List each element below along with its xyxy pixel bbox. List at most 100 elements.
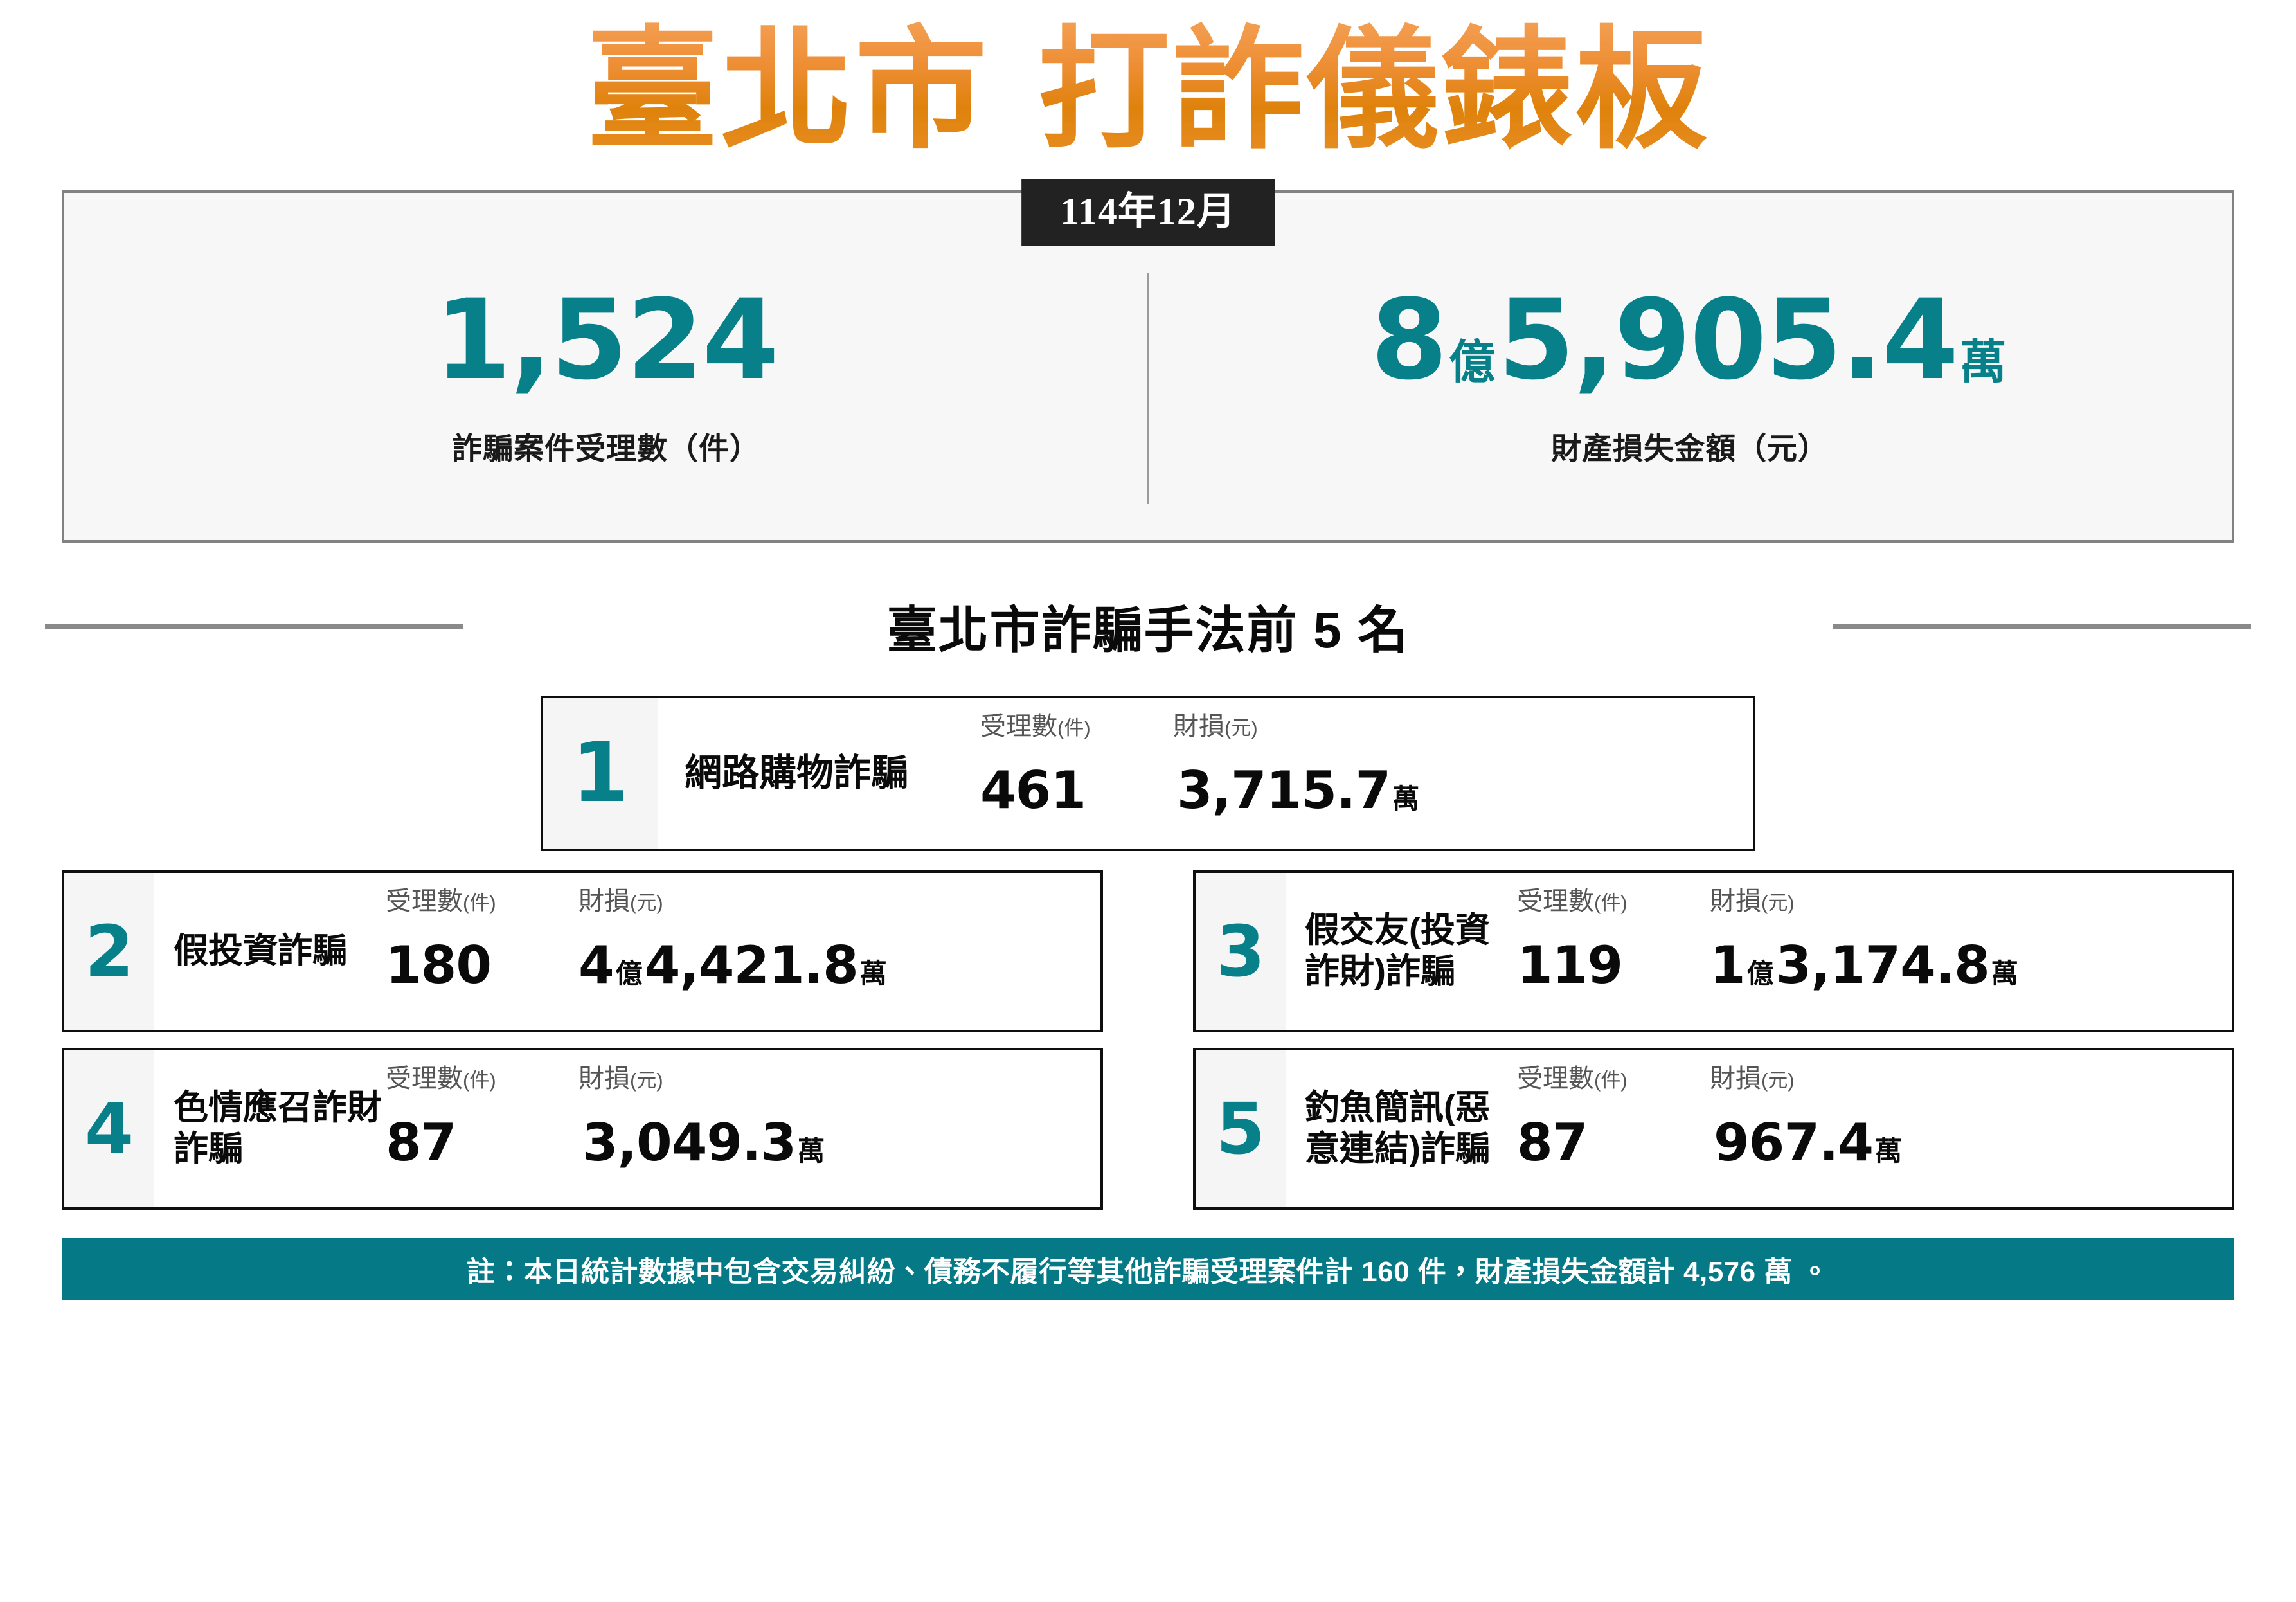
metric-loss-value: 3,049.3 萬 — [578, 1117, 1086, 1169]
rank-number: 3 — [1215, 910, 1266, 993]
metric-cases-label-unit: (件) — [1594, 1069, 1628, 1092]
metric-cases-value: 87 — [1517, 1117, 1710, 1169]
metric-cases-number: 87 — [386, 1113, 456, 1173]
ranking-list: 1 網路購物詐騙 受理數(件) 461 財損(元) 3,715.7 萬 — [62, 696, 2234, 1210]
metric-cases-label-text: 受理數 — [386, 887, 463, 915]
kpi-loss-caption: 財產損失金額（元） — [1551, 431, 1829, 465]
metric-loss: 財損(元) 3,049.3 萬 — [578, 1050, 1086, 1207]
metric-loss-wan-number: 3,715.7 — [1177, 760, 1391, 820]
rank-number-cell: 2 — [64, 873, 154, 1030]
metric-loss-label-text: 財損 — [1710, 1065, 1761, 1093]
metric-cases-label-unit: (件) — [463, 1069, 496, 1092]
metric-cases: 受理數(件) 87 — [386, 1050, 578, 1207]
metric-cases-label: 受理數(件) — [980, 714, 1173, 739]
rank-card-body: 色情應召詐財詐騙 受理數(件) 87 財損(元) 3,049.3 萬 — [154, 1050, 1100, 1207]
kpi-loss-yi-number: 8 — [1370, 274, 1448, 404]
rank-number-cell: 3 — [1196, 873, 1286, 1030]
metric-cases-number: 87 — [1517, 1113, 1588, 1173]
kpi-loss-yi-unit: 億 — [1449, 334, 1496, 389]
rank-number-cell: 5 — [1196, 1050, 1286, 1207]
metric-cases-number: 119 — [1517, 935, 1623, 995]
metric-loss-label: 財損(元) — [1710, 1066, 2218, 1092]
scam-type-name: 假投資詐騙 — [174, 932, 347, 971]
metric-cases-value: 461 — [980, 765, 1173, 816]
page-header: 臺北市 打詐儀錶板 臺北市 打詐儀錶板 — [0, 0, 2296, 190]
rank-card[interactable]: 2 假投資詐騙 受理數(件) 180 財損(元) 4 億 4,421.8 萬 — [62, 870, 1103, 1032]
footnote-bar: 註：本日統計數據中包含交易糾紛、債務不履行等其他詐騙受理案件計 160 件，財產… — [62, 1238, 2234, 1300]
metric-cases-label: 受理數(件) — [1517, 888, 1710, 914]
divider-rule-right — [1833, 624, 2251, 629]
metric-loss-wan-unit: 萬 — [859, 958, 887, 989]
metric-cases-label-text: 受理數 — [1517, 1065, 1594, 1093]
metric-loss-label-unit: (元) — [630, 892, 663, 914]
metric-cases: 受理數(件) 180 — [386, 873, 578, 1030]
metric-loss-label-unit: (元) — [1761, 892, 1795, 914]
kpi-cases-number: 1,524 — [434, 274, 779, 404]
metric-loss-label-text: 財損 — [578, 887, 630, 915]
metric-loss-wan-number: 4,421.8 — [644, 935, 859, 995]
page-title: 臺北市 打詐儀錶板 — [586, 14, 1710, 167]
metric-loss-value: 4 億 4,421.8 萬 — [578, 940, 1086, 991]
metric-cases-label-unit: (件) — [1594, 892, 1628, 914]
metric-loss-wan-unit: 萬 — [1392, 783, 1420, 815]
metric-cases-value: 87 — [386, 1117, 578, 1169]
metric-cases-label: 受理數(件) — [386, 888, 578, 914]
rank-card-body: 假交友(投資詐財)詐騙 受理數(件) 119 財損(元) 1 億 3,174.8… — [1286, 873, 2232, 1030]
scam-type-name: 網路購物詐騙 — [685, 752, 909, 794]
metric-loss-label-text: 財損 — [578, 1065, 630, 1093]
rank-card[interactable]: 3 假交友(投資詐財)詐騙 受理數(件) 119 財損(元) 1 億 3,174… — [1193, 870, 2234, 1032]
metric-loss: 財損(元) 4 億 4,421.8 萬 — [578, 873, 1086, 1030]
metric-loss-label: 財損(元) — [1173, 714, 1739, 739]
kpi-loss-wan-unit: 萬 — [1960, 334, 2007, 389]
metric-loss-value: 3,715.7 萬 — [1173, 765, 1739, 816]
metric-cases-number: 180 — [386, 935, 492, 995]
rank-number: 1 — [571, 725, 629, 821]
scam-type-name: 假交友(投資詐財)詐騙 — [1305, 911, 1490, 991]
rank-card[interactable]: 4 色情應召詐財詐騙 受理數(件) 87 財損(元) 3,049.3 萬 — [62, 1048, 1103, 1210]
metric-loss-yi-unit: 億 — [1746, 958, 1774, 989]
ranking-section-header: 臺北市詐騙手法前 5 名 — [45, 590, 2251, 662]
metric-cases-value: 180 — [386, 940, 578, 991]
rank-card-body: 釣魚簡訊(惡意連結)詐騙 受理數(件) 87 財損(元) 967.4 萬 — [1286, 1050, 2232, 1207]
metric-loss: 財損(元) 1 億 3,174.8 萬 — [1710, 873, 2218, 1030]
metric-loss-yi-number: 4 — [578, 935, 614, 995]
metric-loss-label-text: 財損 — [1710, 887, 1761, 915]
metric-loss-label-unit: (元) — [1761, 1069, 1795, 1092]
metric-loss: 財損(元) 967.4 萬 — [1710, 1050, 2218, 1207]
metric-loss-label: 財損(元) — [578, 888, 1086, 914]
metric-cases: 受理數(件) 461 — [980, 698, 1173, 849]
metric-loss-label-unit: (元) — [630, 1069, 663, 1092]
scam-type-name: 色情應召詐財詐騙 — [174, 1088, 382, 1168]
kpi-loss-value: 8 億 5,905.4 萬 — [1370, 274, 2009, 404]
metric-loss-value: 1 億 3,174.8 萬 — [1710, 940, 2218, 991]
kpi-cases-caption: 詐騙案件受理數（件） — [452, 431, 760, 465]
scam-type-name: 釣魚簡訊(惡意連結)詐騙 — [1305, 1088, 1490, 1168]
divider-rule-left — [45, 624, 463, 629]
rank-number: 2 — [84, 910, 134, 993]
metric-cases: 受理數(件) 87 — [1517, 1050, 1710, 1207]
metric-loss-label: 財損(元) — [1710, 888, 2218, 914]
metric-loss-value: 967.4 萬 — [1710, 1117, 2218, 1169]
metric-cases-label-unit: (件) — [1057, 717, 1091, 739]
kpi-loss: 8 億 5,905.4 萬 財產損失金額（元） — [1148, 193, 2232, 540]
metric-cases-value: 119 — [1517, 940, 1710, 991]
metric-cases-label: 受理數(件) — [1517, 1066, 1710, 1092]
metric-loss-label-text: 財損 — [1173, 712, 1224, 741]
rank-number-cell: 4 — [64, 1050, 154, 1207]
rank-card-body: 網路購物詐騙 受理數(件) 461 財損(元) 3,715.7 萬 — [658, 698, 1753, 849]
metric-loss-label: 財損(元) — [578, 1066, 1086, 1092]
metric-cases-label-text: 受理數 — [1517, 887, 1594, 915]
rank-card[interactable]: 5 釣魚簡訊(惡意連結)詐騙 受理數(件) 87 財損(元) 967.4 — [1193, 1048, 2234, 1210]
metric-loss-yi-number: 1 — [1710, 935, 1746, 995]
metric-loss-wan-unit: 萬 — [1991, 958, 2018, 989]
metric-loss-label-unit: (元) — [1224, 717, 1258, 739]
metric-loss-wan-unit: 萬 — [1875, 1135, 1903, 1167]
metric-cases-number: 461 — [980, 760, 1086, 820]
metric-loss-wan-number: 3,049.3 — [582, 1113, 796, 1173]
rank-card[interactable]: 1 網路購物詐騙 受理數(件) 461 財損(元) 3,715.7 萬 — [541, 696, 1755, 851]
ranking-section-title: 臺北市詐騙手法前 5 名 — [886, 602, 1410, 658]
metric-cases-label-unit: (件) — [463, 892, 496, 914]
metric-loss: 財損(元) 3,715.7 萬 — [1173, 698, 1739, 849]
kpi-divider — [1147, 273, 1149, 504]
footnote-text: 註：本日統計數據中包含交易糾紛、債務不履行等其他詐騙受理案件計 160 件，財產… — [466, 1256, 1830, 1288]
